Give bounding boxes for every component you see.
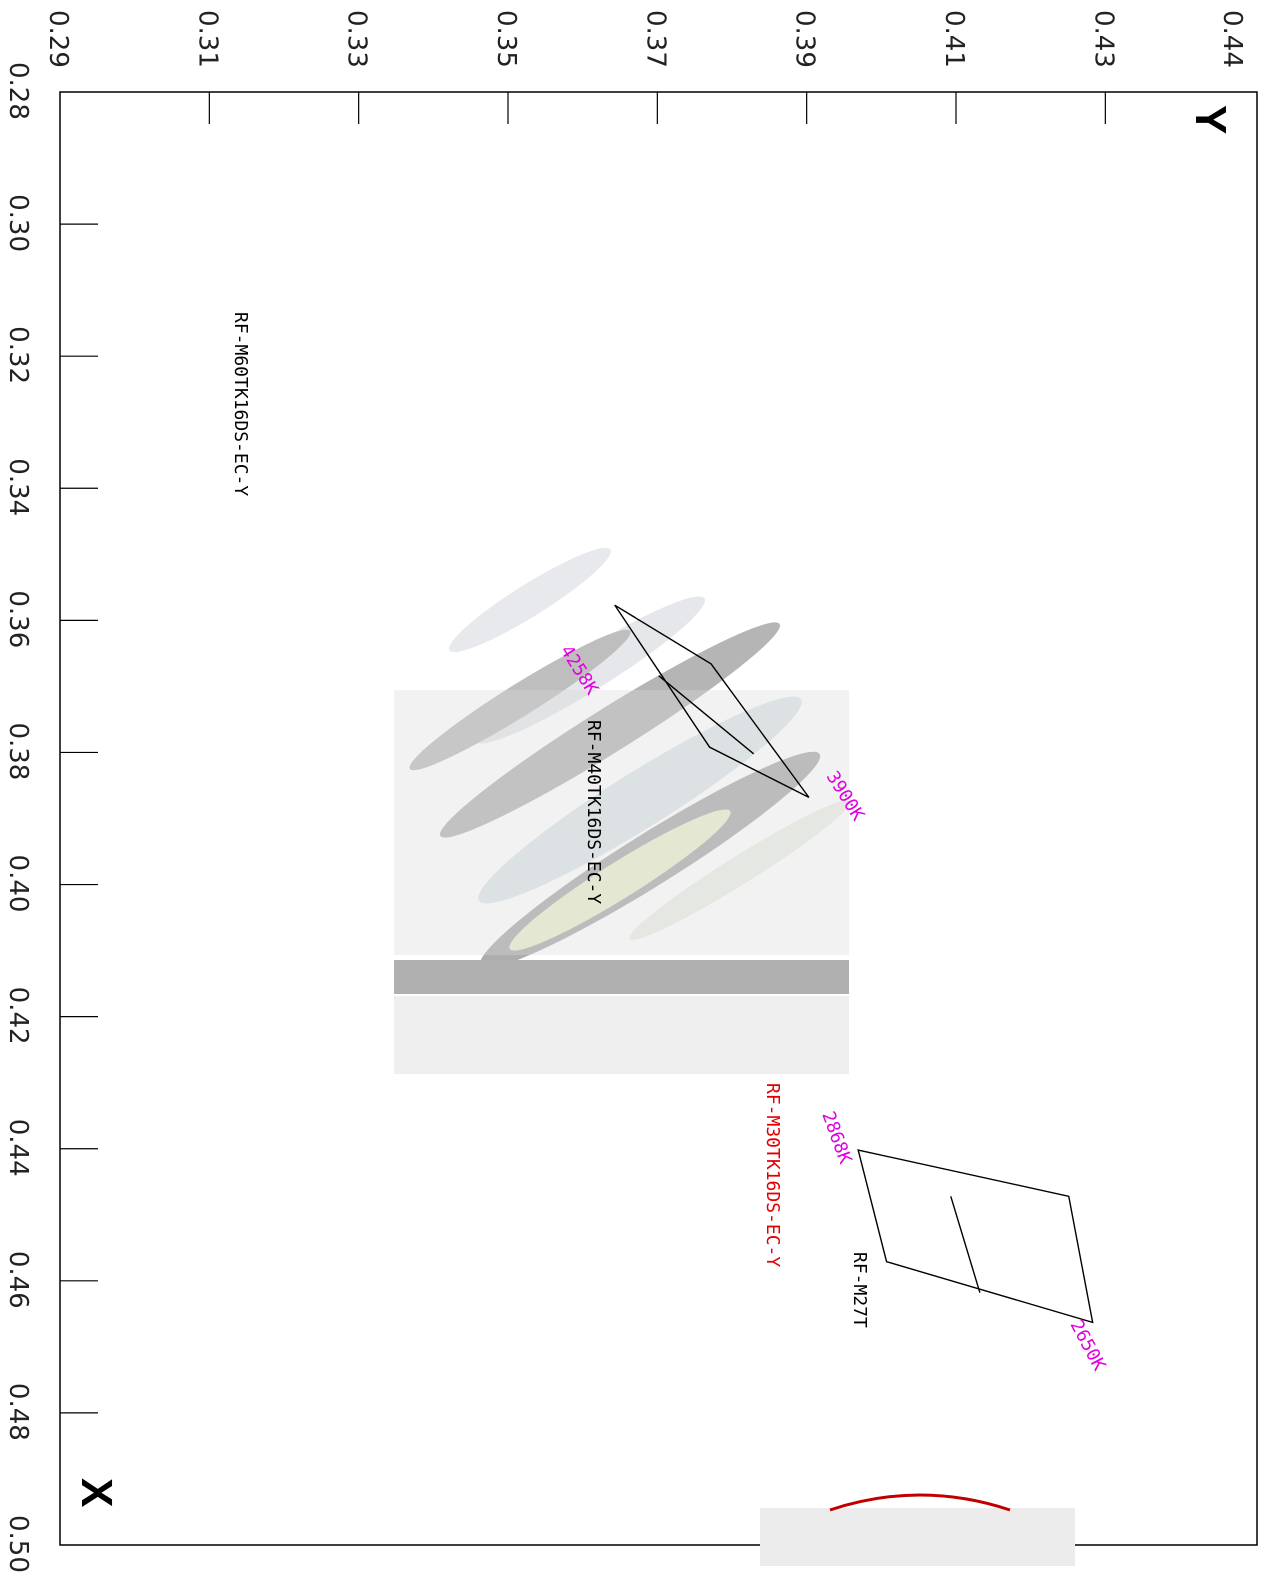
region-outline <box>857 1149 1094 1324</box>
cct-label: 2868K <box>817 1109 855 1167</box>
x-tick-label: 0.28 <box>3 62 33 120</box>
x-tick-label: 0.50 <box>3 1515 33 1573</box>
x-tick-label: 0.36 <box>3 590 33 648</box>
ellipse-backdrop <box>394 547 851 1074</box>
region-divider <box>950 1196 981 1293</box>
annotation-rf-m60: RF-M60TK16DS-EC-Y <box>230 312 251 496</box>
y-tick-label: 0.44 <box>1217 10 1247 68</box>
y-tick-label: 0.39 <box>790 10 820 68</box>
x-tick-label: 0.30 <box>3 194 33 252</box>
y-tick-label: 0.43 <box>1088 10 1118 68</box>
x-tick-label: 0.38 <box>3 722 33 780</box>
region-outline <box>614 604 810 798</box>
x-tick-label: 0.42 <box>3 987 33 1045</box>
y-tick-label: 0.35 <box>491 10 521 68</box>
region-divider <box>658 675 755 755</box>
plot-frame <box>59 91 1258 1546</box>
y-tick-label: 0.31 <box>192 10 222 68</box>
y-axis-label: Y <box>1186 105 1235 134</box>
y-tick-label: 0.37 <box>640 10 670 68</box>
x-tick-label: 0.40 <box>3 855 33 913</box>
y-axis-ticks: 0.29 0.31 0.33 0.35 0.37 0.39 0.41 0.43 0.44 <box>43 10 1247 124</box>
y-tick-label: 0.33 <box>342 10 372 68</box>
region-name-label: RF-M40TK16DS-EC-Y <box>583 720 604 904</box>
x-tick-label: 0.46 <box>3 1251 33 1309</box>
region-name-label: RF-M27T <box>849 1252 870 1328</box>
x-tick-label: 0.44 <box>3 1119 33 1177</box>
cct-label: 2650K <box>1066 1316 1110 1374</box>
x-tick-label: 0.32 <box>3 326 33 384</box>
y-tick-label: 0.29 <box>43 10 73 68</box>
y-tick-label: 0.41 <box>939 10 969 68</box>
bottom-artefact <box>760 1493 1075 1566</box>
x-axis-label: X <box>72 1478 121 1507</box>
x-axis-ticks: 0.28 0.30 0.32 0.34 0.36 0.38 0.40 0.42 0.44 0.46… <box>3 62 98 1573</box>
annotation-rf-m30: RF-M30TK16DS-EC-Y <box>762 1083 783 1267</box>
x-tick-label: 0.48 <box>3 1383 33 1441</box>
x-tick-label: 0.34 <box>3 458 33 516</box>
